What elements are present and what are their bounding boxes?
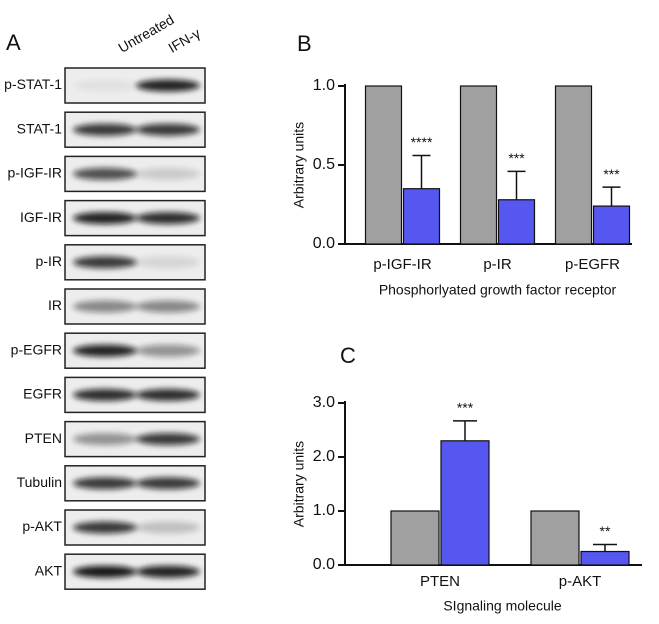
bar [580,550,630,566]
panel-label: B [297,31,312,56]
blot-band [73,212,137,225]
y-tick-label: 3.0 [313,394,335,411]
blot-band [73,344,137,357]
y-tick-label: 0.5 [313,156,335,173]
row-label: STAT-1 [17,120,63,136]
row-label: PTEN [25,430,62,446]
blot-band [73,256,137,269]
row-label: IGF-IR [20,209,62,225]
y-tick-label: 0.0 [313,556,335,573]
x-tick-label: p-IGF-IR [373,256,431,273]
bar [364,85,403,245]
bar [459,85,498,245]
lane-label: IFN-γ [165,25,203,56]
row-label: p-STAT-1 [4,76,62,92]
bar [497,199,536,245]
row-label: p-IGF-IR [8,165,62,181]
bar [530,510,580,566]
row-label: EGFR [23,386,62,402]
blot-band [136,388,200,401]
row-label: p-AKT [22,518,62,534]
blot-band [73,477,137,490]
y-tick-label: 1.0 [313,502,335,519]
significance: *** [603,166,620,182]
blot-band [73,79,137,92]
row-label: Tubulin [17,474,62,490]
significance: *** [508,150,525,166]
significance: ** [600,523,611,539]
bar [592,205,631,245]
blot-band [136,79,200,92]
blot-band [136,256,200,269]
row-label: IR [48,297,62,313]
blot-band [136,344,200,357]
row-label: p-IR [36,253,62,269]
bar [440,440,490,566]
x-tick-label: p-EGFR [565,256,620,273]
row-label: p-EGFR [11,341,62,357]
bar [390,510,440,566]
blot-band [136,212,200,225]
blot-band [73,565,137,578]
x-tick-label: p-IR [483,256,512,273]
panel-label: C [340,343,356,368]
blot-band [136,300,200,313]
blot-band [136,477,200,490]
blot-band [136,167,200,180]
row-label: AKT [35,562,63,578]
bar [554,85,593,245]
blot-band [136,123,200,136]
significance: *** [457,400,474,416]
y-tick-label: 0.0 [313,235,335,252]
blot-band [73,167,137,180]
x-tick-label: p-AKT [559,573,602,590]
blot-band [136,433,200,446]
x-axis-label: Phosphorlyated growth factor receptor [379,282,617,298]
y-axis-label: Arbitrary units [291,441,307,527]
y-tick-label: 1.0 [313,77,335,94]
blot-band [73,388,137,401]
significance: **** [411,134,433,150]
blot-band [73,521,137,534]
panel-label: A [6,30,21,55]
x-tick-label: PTEN [420,573,460,590]
blot-band [73,123,137,136]
blot-band [73,433,137,446]
y-axis-label: Arbitrary units [291,122,307,208]
y-tick-label: 2.0 [313,448,335,465]
bar [402,188,441,245]
blot-band [136,565,200,578]
blot-band [136,521,200,534]
lane-label: Untreated [115,11,176,56]
x-axis-label: SIgnaling molecule [443,598,562,614]
blot-band [73,300,137,313]
